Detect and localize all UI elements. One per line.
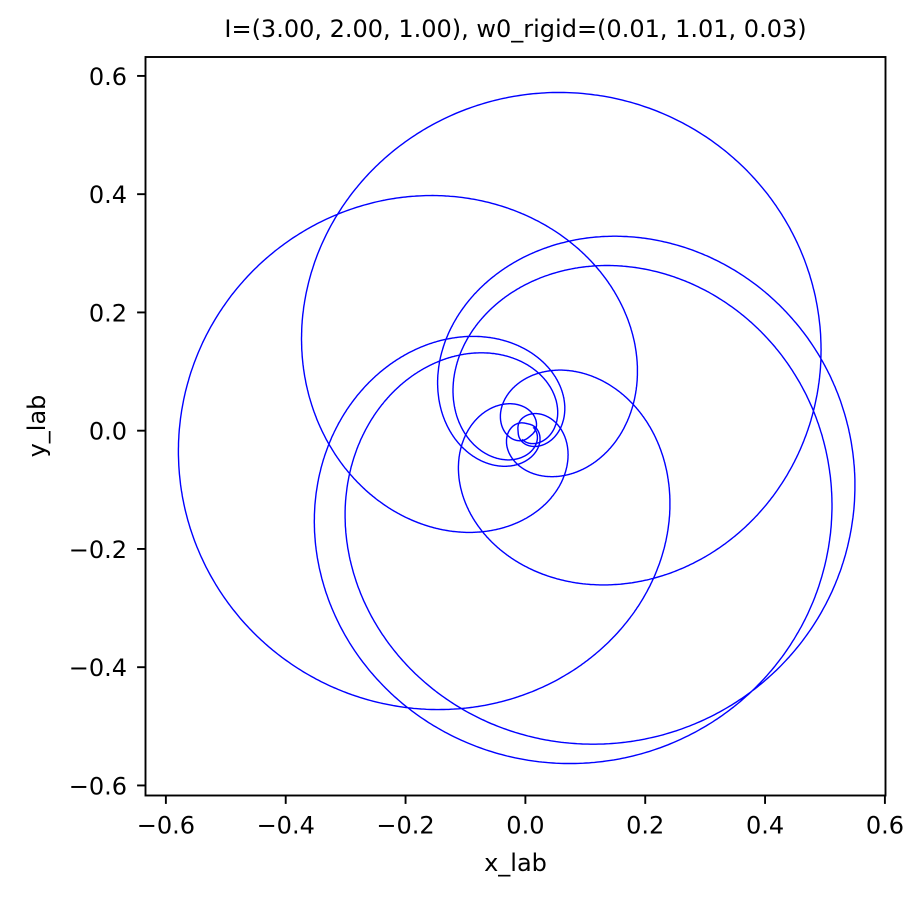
x-tick-label: −0.6 [137, 812, 195, 840]
y-tick-label: −0.6 [69, 772, 127, 800]
y-axis-label: y_lab [23, 395, 51, 458]
x-tick-label: 0.4 [746, 812, 784, 840]
axes-box [144, 56, 887, 797]
y-tick-label: −0.2 [69, 536, 127, 564]
plot-background [145, 57, 886, 796]
y-tick-label: 0.2 [89, 299, 127, 327]
x-tick-label: 0.0 [506, 812, 544, 840]
trajectory-path [177, 91, 856, 765]
x-tick-label: −0.2 [376, 812, 434, 840]
x-tick-label: 0.6 [866, 812, 904, 840]
x-tick-label: −0.4 [257, 812, 315, 840]
y-tick-label: 0.6 [89, 63, 127, 91]
chart-title: I=(3.00, 2.00, 1.00), w0_rigid=(0.01, 1.… [224, 15, 806, 43]
x-axis-label: x_lab [484, 849, 547, 877]
y-tick-label: 0.4 [89, 181, 127, 209]
y-tick-label: −0.4 [69, 654, 127, 682]
x-tick-label: 0.2 [626, 812, 664, 840]
y-tick-label: 0.0 [89, 418, 127, 446]
